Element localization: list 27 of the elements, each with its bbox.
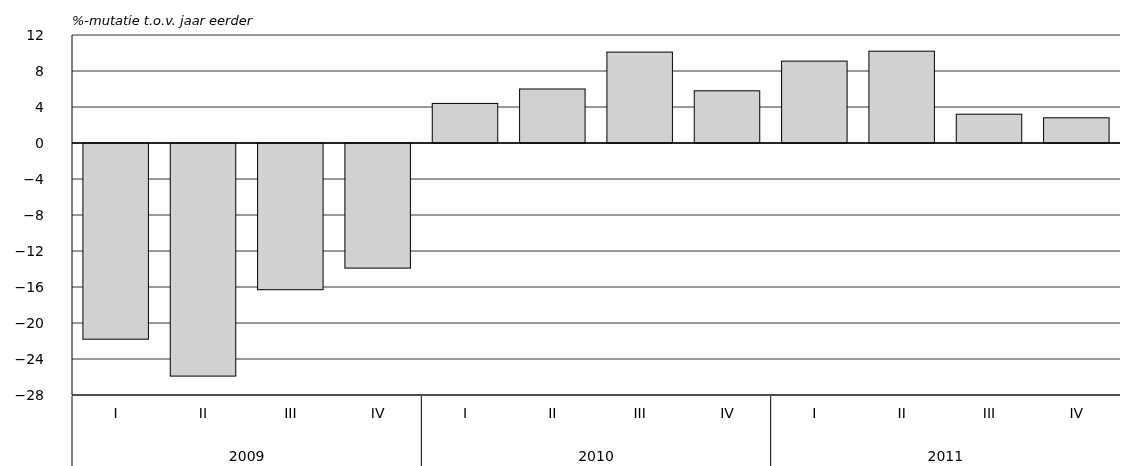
x-tick-label: III — [633, 405, 646, 421]
x-tick-label: I — [462, 405, 468, 421]
x-tick-label: I — [113, 405, 118, 421]
x-tick-label: II — [198, 405, 208, 421]
y-tick-label: −28 — [14, 386, 44, 403]
x-tick-label: IV — [1069, 405, 1084, 421]
y-tick-label: −12 — [14, 242, 44, 259]
text: 2010 — [578, 448, 614, 464]
y-tick-label: −8 — [23, 206, 44, 223]
x-tick-label: I — [812, 405, 817, 421]
text: 2009 — [228, 448, 265, 464]
y-tick-label: −24 — [14, 350, 45, 367]
x-tick-label: II — [548, 405, 557, 421]
x-tick-label: IV — [720, 405, 735, 421]
y-axis-title: %-mutatie t.o.v. jaar eerder — [72, 13, 254, 28]
y-tick-label: −4 — [23, 170, 45, 187]
y-tick-label: −16 — [14, 278, 45, 295]
x-tick-label: III — [284, 405, 297, 421]
y-tick-label: 0 — [35, 134, 44, 151]
y-tick-label: 4 — [35, 98, 45, 115]
text: 2011 — [927, 448, 964, 464]
x-tick-label: III — [982, 405, 996, 421]
x-tick-label: IV — [370, 405, 385, 421]
x-tick-label: II — [897, 405, 906, 421]
y-tick-label: 12 — [26, 26, 44, 43]
y-tick-label: −20 — [14, 314, 44, 331]
y-tick-label: 8 — [35, 62, 44, 79]
